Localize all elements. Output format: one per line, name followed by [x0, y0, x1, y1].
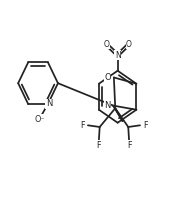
- Text: O: O: [103, 40, 109, 49]
- Text: F: F: [80, 121, 85, 130]
- Text: N: N: [46, 99, 52, 108]
- Text: N: N: [115, 51, 121, 60]
- Text: N: N: [104, 101, 111, 110]
- Text: O: O: [126, 40, 132, 49]
- Text: O: O: [104, 73, 111, 82]
- Text: O⁻: O⁻: [34, 115, 45, 124]
- Text: F: F: [143, 121, 148, 130]
- Text: F: F: [97, 141, 101, 150]
- Text: F: F: [127, 141, 131, 150]
